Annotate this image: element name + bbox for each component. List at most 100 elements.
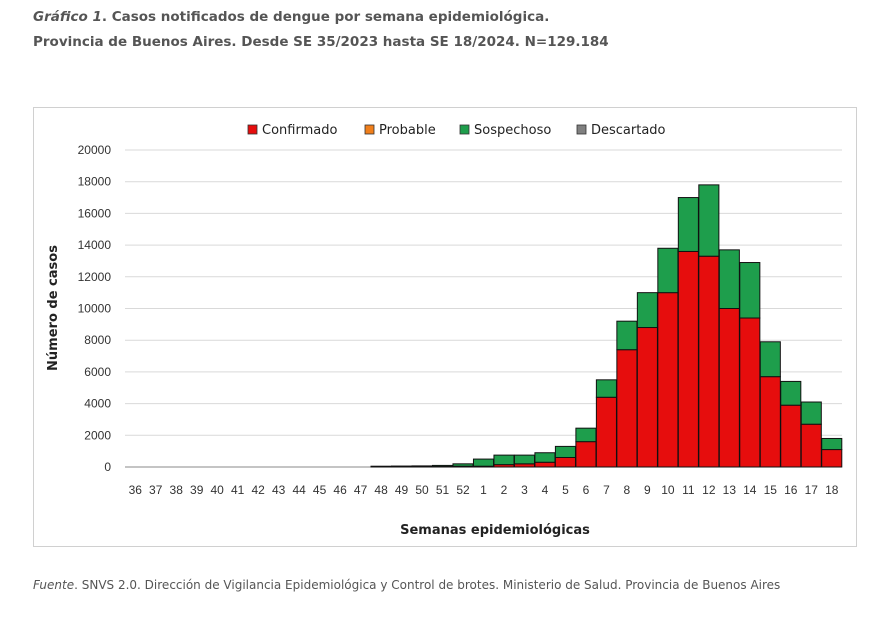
- x-tick-label: 17: [805, 483, 819, 497]
- x-tick-label: 48: [374, 483, 388, 497]
- x-tick-label: 43: [272, 483, 286, 497]
- source-text: . SNVS 2.0. Dirección de Vigilancia Epid…: [74, 578, 781, 592]
- bar-confirmado: [780, 404, 802, 468]
- bar-confirmado: [821, 449, 843, 468]
- x-tick-label: 3: [521, 483, 528, 497]
- legend-swatch-probable: [364, 124, 375, 135]
- x-tick-label: 18: [825, 483, 839, 497]
- legend-swatch-confirmado: [247, 124, 258, 135]
- bar-confirmado: [534, 461, 556, 468]
- source-prefix: Fuente: [33, 578, 75, 592]
- y-tick-label: 16000: [78, 206, 112, 220]
- bar-sospechoso: [636, 292, 658, 329]
- bar-sospechoso: [534, 452, 556, 463]
- y-tick-label: 2000: [84, 428, 111, 442]
- x-tick-label: 37: [149, 483, 163, 497]
- bar-confirmado: [554, 456, 576, 468]
- x-tick-label: 12: [702, 483, 716, 497]
- bar-sospechoso: [677, 197, 699, 252]
- bar-sospechoso: [698, 184, 720, 257]
- x-tick-label: 39: [190, 483, 204, 497]
- figure-number: Gráfico 1: [33, 9, 102, 25]
- y-tick-label: 18000: [78, 175, 112, 189]
- x-tick-label: 16: [784, 483, 798, 497]
- legend-label-probable: Probable: [379, 123, 436, 138]
- bar-sospechoso: [759, 341, 781, 378]
- x-tick-label: 2: [501, 483, 508, 497]
- y-tick-label: 4000: [84, 397, 111, 411]
- y-tick-label: 6000: [84, 365, 111, 379]
- bar-confirmado: [636, 327, 658, 468]
- x-tick-label: 15: [764, 483, 778, 497]
- bar-sospechoso: [554, 445, 576, 458]
- chart-title-line1: Gráfico 1. Casos notificados de dengue p…: [33, 9, 549, 25]
- bar-sospechoso: [616, 320, 638, 351]
- x-tick-label: 14: [743, 483, 757, 497]
- bar-confirmado: [739, 317, 761, 468]
- bar-confirmado: [575, 441, 597, 468]
- bar-sospechoso: [472, 458, 495, 467]
- bar-confirmado: [718, 308, 740, 468]
- x-axis-title: Semanas epidemiológicas: [400, 523, 590, 538]
- x-tick-label: 44: [292, 483, 306, 497]
- bar-sospechoso: [821, 437, 843, 451]
- x-tick-label: 9: [644, 483, 651, 497]
- x-tick-label: 41: [231, 483, 245, 497]
- bar-sospechoso: [411, 465, 433, 468]
- y-tick-label: 14000: [78, 238, 112, 252]
- bar-confirmado: [677, 250, 699, 468]
- x-tick-label: 10: [661, 483, 675, 497]
- y-axis-title: Número de casos: [46, 245, 61, 371]
- bar-sospechoso: [780, 380, 802, 406]
- bar-sospechoso: [657, 247, 679, 294]
- legend-label-descartado: Descartado: [591, 123, 666, 138]
- bar-sospechoso: [493, 454, 515, 466]
- bar-sospechoso: [718, 249, 740, 309]
- y-tick-label: 20000: [78, 143, 112, 157]
- x-tick-label: 40: [211, 483, 225, 497]
- bar-sospechoso: [595, 379, 617, 398]
- x-tick-label: 6: [583, 483, 590, 497]
- x-tick-label: 51: [436, 483, 450, 497]
- y-tick-label: 8000: [84, 333, 111, 347]
- x-tick-label: 13: [723, 483, 737, 497]
- x-tick-label: 45: [313, 483, 327, 497]
- y-tick-label: 10000: [78, 302, 112, 316]
- bar-sospechoso: [513, 454, 536, 465]
- y-tick-label: 12000: [78, 270, 112, 284]
- x-tick-label: 42: [251, 483, 265, 497]
- chart-frame: [33, 107, 857, 547]
- bar-confirmado: [657, 292, 679, 468]
- legend-label-confirmado: Confirmado: [262, 123, 337, 138]
- bar-sospechoso: [800, 401, 822, 425]
- x-tick-label: 7: [603, 483, 610, 497]
- x-tick-label: 8: [624, 483, 631, 497]
- x-tick-label: 1: [480, 483, 487, 497]
- x-tick-label: 11: [682, 483, 695, 497]
- bar-sospechoso: [575, 427, 597, 443]
- x-tick-label: 49: [395, 483, 409, 497]
- bar-confirmado: [759, 376, 781, 468]
- chart-title-line2: Provincia de Buenos Aires. Desde SE 35/2…: [33, 34, 609, 50]
- x-tick-label: 4: [542, 483, 549, 497]
- bar-sospechoso: [431, 464, 454, 468]
- source-note: Fuente. SNVS 2.0. Dirección de Vigilanci…: [33, 578, 780, 592]
- x-tick-label: 46: [333, 483, 347, 497]
- y-tick-label: 0: [104, 460, 111, 474]
- bar-sospechoso: [739, 262, 761, 319]
- bar-sospechoso: [452, 463, 474, 467]
- x-tick-label: 36: [129, 483, 143, 497]
- x-tick-label: 47: [354, 483, 368, 497]
- bar-confirmado: [616, 349, 638, 468]
- legend-swatch-descartado: [576, 124, 587, 135]
- legend-label-sospechoso: Sospechoso: [474, 123, 551, 138]
- bar-sospechoso: [391, 465, 413, 468]
- legend-swatch-sospechoso: [459, 124, 470, 135]
- title-text: . Casos notificados de dengue por semana…: [101, 9, 550, 25]
- x-tick-label: 52: [456, 483, 470, 497]
- x-tick-label: 50: [415, 483, 429, 497]
- bar-confirmado: [698, 255, 720, 468]
- bar-confirmado: [595, 396, 617, 468]
- x-tick-label: 5: [562, 483, 569, 497]
